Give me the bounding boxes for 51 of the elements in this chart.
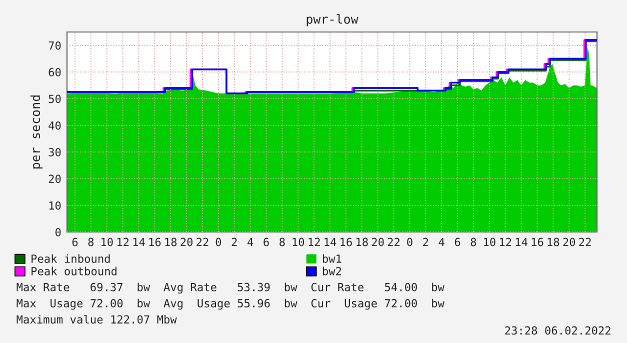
- x-tick-label: 18: [356, 238, 368, 246]
- x-tick-label: 18: [165, 238, 177, 246]
- y-tick-label: 40: [48, 121, 61, 130]
- x-tick-label: 6: [72, 238, 78, 246]
- legend-label: bw1: [322, 254, 342, 263]
- x-tick-label: 0: [407, 238, 412, 246]
- x-tick-label: 2: [423, 238, 428, 246]
- x-tick-label: 8: [280, 238, 285, 246]
- text: Max Usage 72.00 bw Avg Usage 55.96 bw Cur Usage 72.00 bw: [16, 298, 444, 310]
- text: 23:28 06.02.2022: [505, 326, 610, 335]
- y-tick-label: 70: [48, 41, 61, 50]
- x-tick-label: 8: [470, 238, 476, 246]
- y-tick-label: 60: [48, 68, 61, 76]
- x-tick-label: 12: [500, 238, 512, 246]
- x-tick-label: 4: [248, 238, 254, 246]
- x-tick-label: 10: [484, 238, 496, 246]
- x-tick-label: 20: [563, 238, 576, 246]
- text: Max Rate 69.37 bw Avg Rate 53.39 bw Cur Rate 54.00 bw: [16, 282, 444, 294]
- chart-title: pwr-low: [306, 14, 358, 26]
- x-tick-label: 4: [438, 238, 444, 246]
- x-tick-label: 16: [149, 238, 161, 246]
- y-axis-title: per second: [30, 96, 43, 168]
- x-tick-label: 14: [516, 238, 528, 246]
- x-tick-label: 10: [101, 238, 113, 246]
- y-tick-label: 50: [48, 94, 61, 104]
- text: Maximum value 122.07 Mbw: [16, 314, 177, 324]
- x-tick-label: 12: [308, 238, 320, 246]
- x-tick-label: 16: [340, 238, 352, 246]
- x-tick-label: 0: [216, 238, 222, 246]
- x-tick-label: 12: [117, 238, 129, 246]
- y-tick-label: 0: [55, 228, 61, 236]
- x-tick-label: 20: [372, 238, 384, 246]
- x-tick-label: 22: [196, 238, 208, 246]
- x-tick-label: 14: [324, 238, 336, 246]
- legend-label: Peak inbound: [32, 254, 110, 263]
- x-tick-label: 8: [88, 238, 94, 246]
- x-tick-label: 6: [264, 238, 269, 246]
- x-tick-label: 22: [579, 238, 591, 246]
- legend-label: Peak outbound: [32, 266, 116, 276]
- x-tick-label: 2: [232, 238, 237, 246]
- x-tick-label: 6: [454, 238, 460, 246]
- x-tick-label: 22: [388, 238, 400, 246]
- y-tick-label: 10: [49, 201, 61, 210]
- y-tick-label: 30: [48, 148, 61, 156]
- x-tick-label: 20: [180, 238, 193, 246]
- legend-label: bw2: [322, 266, 342, 276]
- x-tick-label: 16: [532, 238, 544, 246]
- x-tick-label: 14: [133, 238, 145, 246]
- y-tick-label: 20: [48, 174, 61, 184]
- x-tick-label: 18: [548, 238, 560, 246]
- x-tick-label: 10: [292, 238, 304, 246]
